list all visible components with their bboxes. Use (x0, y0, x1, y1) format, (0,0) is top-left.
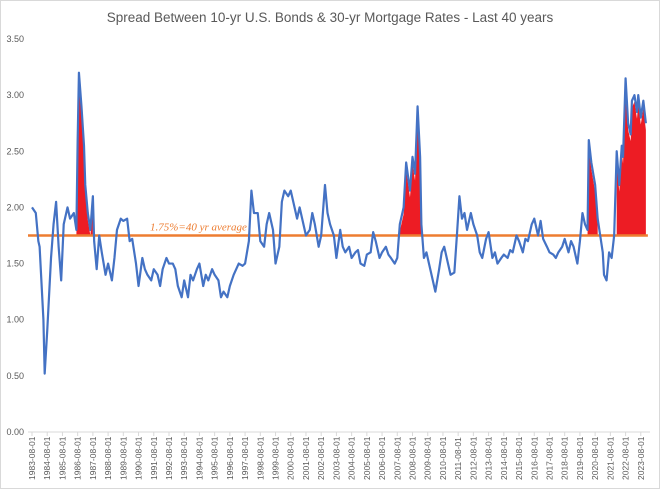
x-tick-label: 1999-08-01 (271, 436, 281, 480)
x-tick-label: 2016-08-01 (529, 436, 539, 480)
x-tick-label: 2018-08-01 (560, 436, 570, 480)
x-tick-label: 2021-08-01 (605, 436, 615, 480)
above-average-fill (587, 146, 598, 236)
x-tick-label: 1983-08-01 (27, 436, 37, 480)
x-tick-label: 1988-08-01 (103, 436, 113, 480)
x-tick-label: 2023-08-01 (636, 436, 646, 480)
x-tick-label: 2017-08-01 (544, 436, 554, 480)
x-tick-label: 2020-08-01 (590, 436, 600, 480)
average-label: 1.75%=40 yr average (150, 222, 247, 234)
x-tick-label: 1998-08-01 (255, 436, 265, 480)
x-tick-label: 1997-08-01 (240, 436, 250, 480)
chart-title: Spread Between 10-yr U.S. Bonds & 30-yr … (106, 10, 554, 25)
y-tick-label: 2.50 (6, 146, 24, 156)
x-tick-label: 1993-08-01 (179, 436, 189, 480)
x-tick-label: 2003-08-01 (331, 436, 341, 480)
y-tick-label: 0.50 (6, 371, 24, 381)
x-tick-label: 2022-08-01 (621, 436, 631, 480)
x-tick-label: 2002-08-01 (316, 436, 326, 480)
x-tick-label: 2011-08-01 (453, 437, 463, 480)
x-tick-label: 2000-08-01 (286, 436, 296, 480)
x-tick-label: 1986-08-01 (73, 436, 83, 480)
x-tick-label: 2010-08-01 (438, 436, 448, 480)
y-tick-label: 1.00 (6, 315, 24, 325)
x-tick-label: 1995-08-01 (210, 436, 220, 480)
x-tick-label: 2012-08-01 (468, 436, 478, 480)
y-tick-label: 2.00 (6, 202, 24, 212)
y-tick-label: 3.50 (6, 34, 24, 44)
x-tick-label: 2008-08-01 (408, 436, 418, 480)
x-tick-label: 1985-08-01 (57, 436, 67, 480)
y-tick-label: 1.50 (6, 259, 24, 269)
x-tick-label: 2005-08-01 (362, 436, 372, 480)
x-tick-label: 2009-08-01 (423, 436, 433, 480)
x-tick-label: 1992-08-01 (164, 436, 174, 480)
x-tick-label: 2014-08-01 (499, 436, 509, 480)
x-tick-label: 2013-08-01 (484, 436, 494, 480)
x-tick-label: 2019-08-01 (575, 436, 585, 480)
y-tick-label: 3.00 (6, 90, 24, 100)
above-average-fill (399, 113, 422, 236)
x-tick-label: 2006-08-01 (377, 436, 387, 480)
above-average-fill (616, 85, 646, 236)
x-tick-label: 1989-08-01 (118, 436, 128, 480)
y-tick-label: 0.00 (6, 427, 24, 437)
x-tick-label: 1991-08-01 (149, 436, 159, 480)
x-tick-label: 1987-08-01 (88, 436, 98, 480)
x-tick-label: 2015-08-01 (514, 436, 524, 480)
x-tick-label: 2007-08-01 (392, 436, 402, 480)
x-tick-label: 2004-08-01 (347, 436, 357, 480)
spread-line (31, 71, 647, 375)
x-tick-label: 1994-08-01 (194, 436, 204, 480)
x-tick-label: 2001-08-01 (301, 436, 311, 480)
x-tick-label: 1990-08-01 (134, 436, 144, 480)
above-average-fill (76, 79, 93, 236)
x-tick-label: 1984-08-01 (42, 436, 52, 480)
x-tick-label: 1996-08-01 (225, 436, 235, 480)
